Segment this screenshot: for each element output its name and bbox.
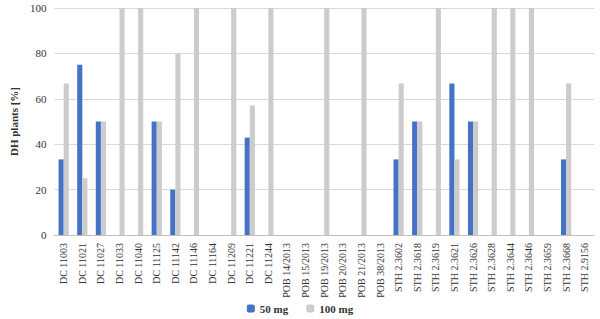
svg-text:POB 21/2013: POB 21/2013 [356, 243, 367, 298]
svg-text:STH 2.3626: STH 2.3626 [468, 243, 479, 292]
svg-text:0: 0 [41, 229, 47, 241]
svg-text:DC 11164: DC 11164 [207, 243, 218, 284]
svg-text:DC 11027: DC 11027 [95, 243, 106, 284]
svg-text:DC 11244: DC 11244 [263, 243, 274, 284]
svg-text:80: 80 [35, 47, 47, 59]
svg-text:STH 2.9156: STH 2.9156 [579, 243, 590, 292]
svg-text:100: 100 [30, 2, 47, 14]
svg-text:POB 38/2013: POB 38/2013 [375, 243, 386, 298]
svg-text:POB 15/2013: POB 15/2013 [300, 243, 311, 298]
svg-text:DC 11040: DC 11040 [133, 243, 144, 284]
svg-text:STH 2.3619: STH 2.3619 [430, 243, 441, 292]
svg-text:DC 11142: DC 11142 [170, 243, 181, 284]
svg-text:DC 11125: DC 11125 [151, 243, 162, 284]
svg-text:STH 2.3644: STH 2.3644 [505, 243, 516, 292]
svg-text:40: 40 [35, 138, 47, 150]
svg-text:STH 2.3628: STH 2.3628 [486, 243, 497, 292]
svg-text:DC 11209: DC 11209 [226, 243, 237, 284]
svg-text:POB 19/2013: POB 19/2013 [319, 243, 330, 298]
svg-text:DC 11033: DC 11033 [114, 243, 125, 284]
svg-text:STH 2.3602: STH 2.3602 [393, 243, 404, 292]
svg-text:POB 14/2013: POB 14/2013 [281, 243, 292, 298]
svg-text:STH 2.3659: STH 2.3659 [542, 243, 553, 292]
svg-text:DC 11003: DC 11003 [58, 243, 69, 284]
svg-text:100 mg: 100 mg [319, 303, 353, 315]
svg-text:50 mg: 50 mg [260, 303, 289, 315]
svg-text:DC 11221: DC 11221 [244, 243, 255, 284]
svg-text:STH 2.3646: STH 2.3646 [523, 243, 534, 292]
svg-text:DH plants [%]: DH plants [%] [8, 87, 20, 156]
svg-text:STH 2.3668: STH 2.3668 [561, 243, 572, 292]
svg-text:DC 11021: DC 11021 [77, 243, 88, 284]
svg-text:POB 20/2013: POB 20/2013 [337, 243, 348, 298]
svg-text:DC 11146: DC 11146 [188, 243, 199, 284]
svg-text:60: 60 [35, 93, 47, 105]
svg-text:STH 2.3621: STH 2.3621 [449, 243, 460, 292]
svg-text:20: 20 [35, 184, 47, 196]
svg-text:STH 2.3618: STH 2.3618 [412, 243, 423, 292]
